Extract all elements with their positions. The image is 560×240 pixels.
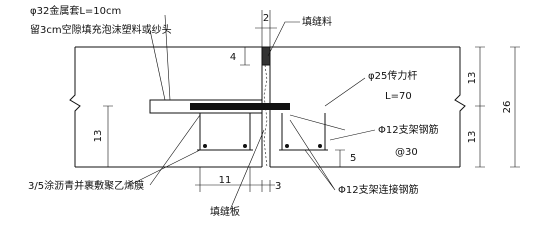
- slab-outline: [69, 46, 466, 168]
- dimension-lines: [103, 10, 520, 192]
- dowel: [149, 99, 290, 114]
- label: L=70: [385, 91, 412, 102]
- dimension: 13: [467, 72, 478, 85]
- dimension: 26: [502, 101, 513, 114]
- dimension: 13: [467, 131, 478, 144]
- label: @30: [395, 147, 418, 158]
- label: Φ12支架钢筋: [378, 123, 439, 136]
- supports: [197, 113, 328, 151]
- label: 3/5涂沥青并裹敷聚乙烯膜: [28, 179, 144, 192]
- leaders: [129, 14, 376, 211]
- dimension: 4: [230, 52, 236, 63]
- dimension: 5: [350, 153, 356, 164]
- dimension: 11: [219, 175, 232, 186]
- label: 填缝板: [210, 205, 240, 218]
- dimension: 3: [275, 181, 281, 192]
- dimension: 13: [93, 130, 104, 143]
- label: φ32金属套L=10cm: [30, 4, 121, 17]
- label: φ25传力杆: [368, 69, 417, 82]
- label: Φ12支架连接钢筋: [338, 183, 419, 196]
- dimension: 2: [263, 13, 269, 24]
- label: 留3cm空隙填充泡沫塑料或纱头: [30, 23, 172, 36]
- label: 填缝料: [302, 15, 332, 28]
